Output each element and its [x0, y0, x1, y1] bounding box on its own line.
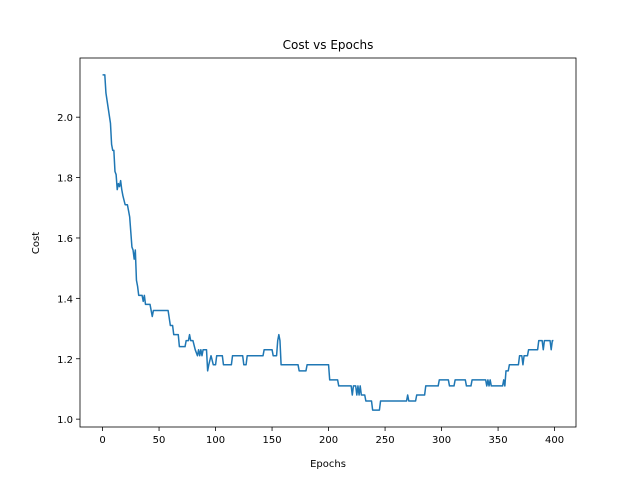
x-tick-label: 100 — [206, 435, 225, 446]
x-tick-label: 350 — [489, 435, 508, 446]
plot-frame — [79, 57, 577, 428]
x-tick-label: 0 — [99, 435, 105, 446]
x-tick-label: 200 — [319, 435, 338, 446]
x-tick-label: 250 — [376, 435, 395, 446]
y-axis-label: Cost — [31, 232, 42, 254]
x-tick-label: 150 — [263, 435, 282, 446]
x-tick-label: 300 — [432, 435, 451, 446]
y-tick-label: 1.2 — [57, 355, 73, 366]
y-tick-label: 1.4 — [57, 294, 73, 305]
x-tick-label: 400 — [545, 435, 564, 446]
x-tick-label: 50 — [153, 435, 166, 446]
y-tick-label: 2.0 — [57, 113, 73, 124]
y-tick-label: 1.0 — [57, 415, 73, 426]
y-tick-label: 1.8 — [57, 174, 73, 185]
y-tick-label: 1.6 — [57, 234, 73, 245]
line-series — [102, 74, 554, 411]
x-axis-label: Epochs — [310, 459, 346, 470]
chart-title: Cost vs Epochs — [283, 38, 374, 52]
